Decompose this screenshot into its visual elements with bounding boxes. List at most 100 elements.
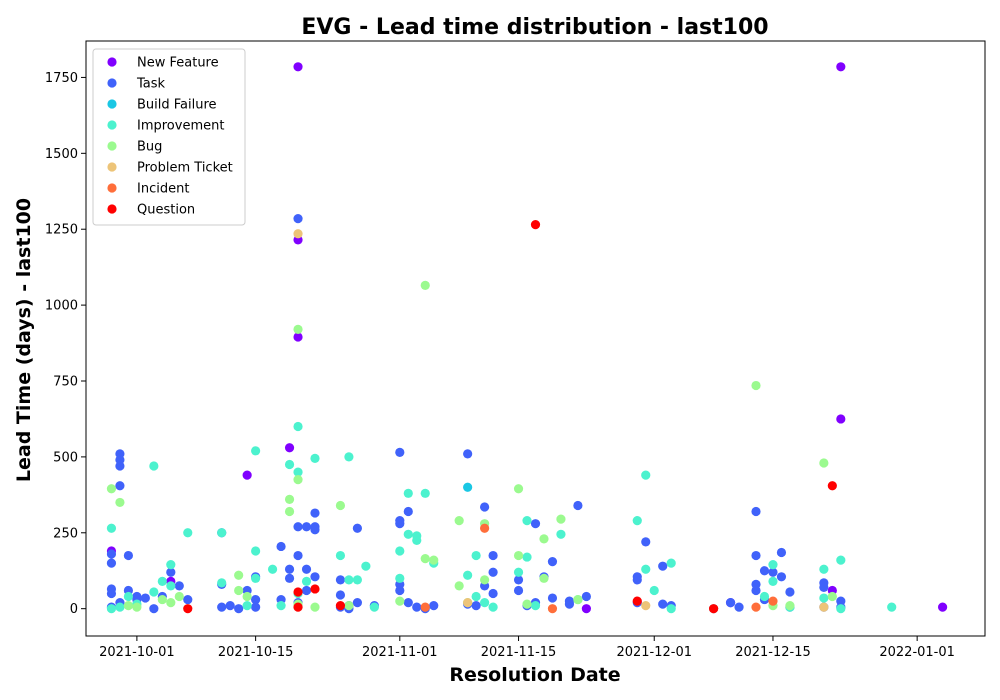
- data-point: [836, 555, 846, 565]
- data-point: [412, 535, 422, 545]
- legend-label: Incident: [137, 182, 189, 197]
- data-point: [547, 593, 558, 603]
- data-point: [225, 601, 235, 611]
- data-point: [887, 602, 897, 612]
- data-point: [530, 220, 541, 230]
- data-point: [632, 516, 642, 526]
- data-point: [522, 552, 532, 562]
- x-axis-ticks: 2021-10-01 2021-10-15 2021-11-01 2021-11-15…: [99, 636, 955, 660]
- x-tick-label: 2021-12-01: [616, 645, 692, 660]
- data-point: [284, 506, 295, 517]
- data-point: [785, 587, 795, 597]
- data-point: [412, 602, 422, 612]
- data-point: [395, 447, 405, 457]
- data-point: [242, 601, 252, 611]
- data-point: [123, 550, 134, 561]
- data-point: [106, 558, 117, 568]
- legend-label: Bug: [137, 140, 162, 155]
- data-point: [666, 558, 676, 568]
- data-point: [352, 575, 362, 585]
- data-point: [709, 604, 719, 614]
- data-point: [836, 62, 846, 72]
- data-point: [352, 598, 362, 608]
- data-point: [106, 604, 117, 614]
- y-tick-label: 1750: [45, 71, 78, 86]
- data-point: [454, 581, 464, 591]
- data-point: [166, 598, 176, 608]
- data-point: [149, 587, 159, 597]
- data-point: [403, 488, 413, 498]
- data-point: [547, 557, 558, 567]
- y-tick-label: 0: [70, 602, 78, 617]
- data-point: [819, 593, 829, 603]
- y-tick-label: 750: [53, 375, 78, 390]
- data-point: [641, 564, 651, 574]
- data-point: [488, 550, 498, 561]
- data-point: [293, 421, 303, 432]
- legend-marker: [107, 57, 117, 67]
- data-point: [293, 467, 303, 477]
- data-point: [488, 602, 498, 612]
- x-tick-label: 2021-11-01: [362, 645, 438, 660]
- data-point: [819, 564, 829, 574]
- y-tick-label: 500: [53, 450, 78, 465]
- data-point: [149, 461, 159, 471]
- legend-label: Task: [136, 77, 166, 92]
- data-point: [751, 550, 761, 561]
- data-point: [463, 598, 473, 608]
- data-point: [581, 591, 591, 602]
- legend-label: Problem Ticket: [137, 161, 233, 176]
- data-point: [463, 482, 473, 492]
- data-point: [361, 561, 371, 571]
- data-point: [166, 567, 176, 577]
- data-point: [785, 601, 795, 611]
- data-point: [649, 585, 659, 596]
- data-point: [836, 414, 846, 424]
- data-point: [395, 546, 405, 556]
- data-point: [937, 602, 948, 612]
- data-point: [293, 332, 303, 342]
- data-point: [183, 528, 193, 538]
- data-point: [140, 593, 150, 603]
- data-point: [751, 585, 761, 596]
- data-point: [556, 514, 566, 524]
- data-point: [293, 475, 303, 485]
- x-tick-label: 2021-12-15: [735, 645, 811, 660]
- data-point: [573, 594, 583, 605]
- data-point: [480, 598, 490, 608]
- data-point: [513, 484, 524, 494]
- data-point: [488, 567, 498, 577]
- data-point: [658, 599, 668, 609]
- y-axis-ticks: 0 250 500 750 1000 1250 1500 1750: [45, 71, 86, 617]
- x-tick-label: 2021-10-15: [218, 645, 294, 660]
- legend-marker: [107, 183, 117, 193]
- plot-frame: [85, 40, 986, 637]
- data-point: [166, 581, 176, 591]
- data-point: [335, 550, 346, 561]
- data-point: [251, 602, 261, 612]
- data-point: [429, 555, 439, 565]
- data-point: [463, 449, 473, 459]
- data-point: [522, 599, 532, 609]
- legend-marker: [107, 120, 117, 130]
- data-point: [725, 598, 736, 608]
- data-point: [301, 564, 312, 574]
- data-point: [471, 591, 481, 602]
- data-points: [106, 62, 948, 614]
- data-point: [293, 213, 303, 224]
- data-point: [658, 561, 668, 571]
- data-point: [403, 598, 413, 608]
- data-point: [115, 602, 125, 612]
- data-point: [183, 604, 193, 614]
- data-point: [106, 484, 117, 494]
- data-point: [395, 585, 405, 596]
- data-point: [251, 546, 261, 556]
- data-point: [106, 523, 117, 533]
- data-point: [641, 601, 651, 611]
- data-point: [539, 573, 549, 583]
- y-tick-label: 1000: [45, 299, 78, 314]
- data-point: [471, 601, 481, 611]
- x-tick-label: 2021-11-15: [481, 645, 557, 660]
- data-point: [768, 596, 778, 606]
